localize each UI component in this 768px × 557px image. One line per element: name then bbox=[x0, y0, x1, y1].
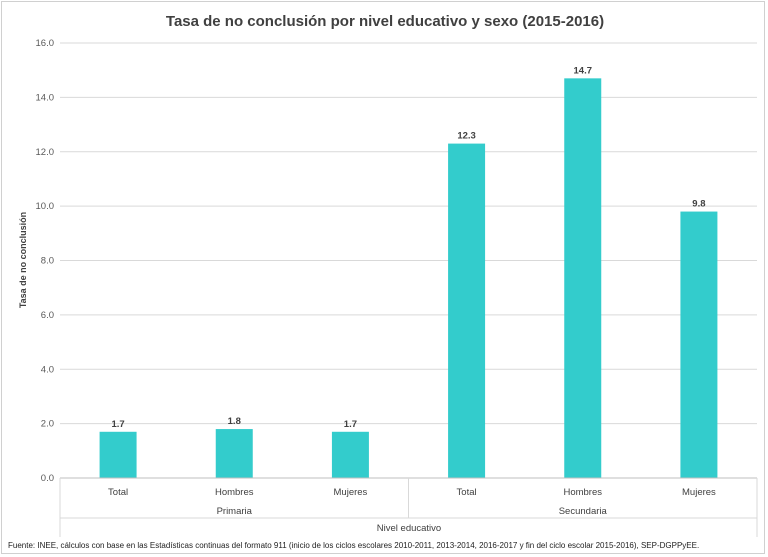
x-axis-label: Nivel educativo bbox=[377, 523, 441, 534]
data-label: 12.3 bbox=[457, 131, 476, 142]
data-label: 1.7 bbox=[344, 419, 357, 430]
source-note: Fuente: INEE, cálculos con base en las E… bbox=[8, 541, 699, 550]
x-category-label: Mujeres bbox=[682, 487, 716, 498]
data-label: 1.7 bbox=[111, 419, 124, 430]
x-category-label: Mujeres bbox=[334, 487, 368, 498]
x-category-label: Hombres bbox=[215, 487, 254, 498]
y-tick-label: 16.0 bbox=[36, 38, 55, 49]
chart-title: Tasa de no conclusión por nivel educativ… bbox=[166, 13, 604, 30]
x-category-label: Hombres bbox=[563, 487, 602, 498]
y-tick-label: 14.0 bbox=[36, 92, 55, 103]
bars bbox=[99, 78, 718, 478]
y-tick-label: 4.0 bbox=[41, 364, 54, 375]
data-label: 1.8 bbox=[228, 416, 241, 427]
data-label: 9.8 bbox=[692, 199, 705, 210]
y-axis-label: Tasa de no conclusión bbox=[18, 212, 28, 308]
y-tick-label: 8.0 bbox=[41, 256, 54, 267]
bar bbox=[215, 429, 253, 478]
x-axis: Total Hombres Mujeres Total Hombres Mujeres Pr… bbox=[59, 477, 758, 537]
bar bbox=[99, 431, 137, 478]
x-category-label: Total bbox=[108, 487, 128, 498]
bar bbox=[564, 78, 602, 478]
x-category-label: Total bbox=[457, 487, 477, 498]
bar bbox=[680, 211, 718, 478]
y-tick-label: 0.0 bbox=[41, 473, 54, 484]
gridlines bbox=[60, 42, 757, 425]
y-tick-label: 2.0 bbox=[41, 419, 54, 430]
data-labels: 1.7 1.8 1.7 12.3 14.7 9.8 bbox=[111, 65, 705, 429]
y-tick-label: 10.0 bbox=[36, 201, 55, 212]
x-group-label: Secundaria bbox=[559, 506, 608, 517]
y-tick-label: 6.0 bbox=[41, 310, 54, 321]
y-axis-ticks: 0.0 2.0 4.0 6.0 8.0 10.0 12.0 14.0 16.0 bbox=[36, 38, 55, 484]
x-group-label: Primaria bbox=[217, 506, 253, 517]
bar bbox=[448, 143, 486, 478]
y-tick-label: 12.0 bbox=[36, 147, 55, 158]
data-label: 14.7 bbox=[574, 65, 593, 76]
bar bbox=[331, 431, 369, 478]
